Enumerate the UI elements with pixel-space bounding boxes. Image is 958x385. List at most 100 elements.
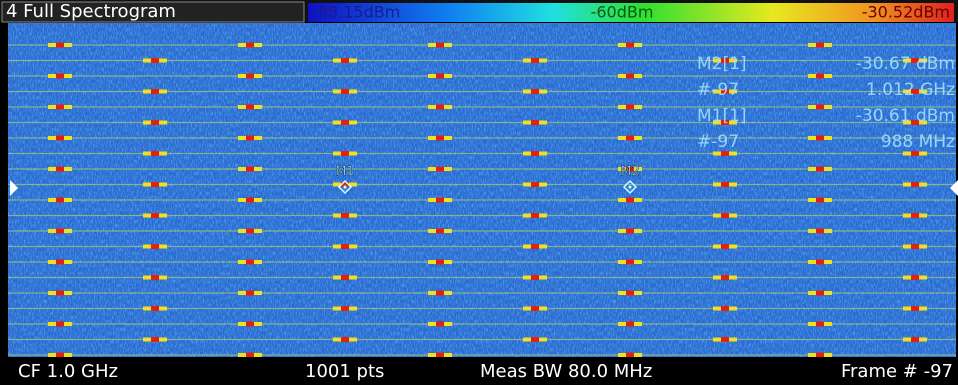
- trace-peak: [56, 73, 64, 79]
- marker-table-value: 988 MHz: [881, 132, 955, 152]
- trace-peak: [246, 73, 254, 79]
- trace-peak: [56, 42, 64, 48]
- marker-table: M2[1] -30.67 dBm #-97 1.012 GHz M1[1] -30.61 …: [697, 54, 955, 152]
- trace-peak: [56, 228, 64, 234]
- trace-peak: [151, 213, 159, 218]
- trace-peak: [151, 151, 159, 156]
- trace-peak: [56, 197, 64, 203]
- trace-peak: [721, 337, 729, 342]
- marker-center: [343, 185, 347, 189]
- trace-peak: [721, 182, 729, 187]
- trace-peak: [246, 290, 254, 296]
- trace-peak: [911, 244, 919, 249]
- trace-peak: [341, 337, 349, 342]
- trace-peak: [56, 104, 64, 110]
- trace-peak: [151, 58, 159, 63]
- marker-diamond: [337, 179, 353, 195]
- marker-table-value: -30.67 dBm: [856, 54, 955, 74]
- trace-peak: [816, 259, 824, 265]
- trace-peak: [721, 58, 729, 63]
- marker-diamond: [622, 179, 638, 195]
- trace-peak: [911, 306, 919, 311]
- marker-center: [628, 185, 632, 189]
- trace-peak: [341, 213, 349, 218]
- trace-peak: [436, 197, 444, 203]
- trace-peak: [246, 135, 254, 141]
- trace-peak: [721, 89, 729, 94]
- trace-peak: [911, 151, 919, 156]
- trace-peak: [436, 321, 444, 327]
- trace-peak: [816, 352, 824, 358]
- trace-peak: [56, 166, 64, 172]
- trace-peak: [341, 244, 349, 249]
- trace-peak: [246, 321, 254, 327]
- trace-group: [8, 42, 956, 358]
- trace-peak: [56, 259, 64, 265]
- colorbar-mid: -60dBm: [591, 3, 654, 22]
- trace-peak: [816, 321, 824, 327]
- trace-peak: [531, 244, 539, 249]
- trace-peak: [911, 89, 919, 94]
- trace-peak: [436, 352, 444, 358]
- marker-table-label: #-97: [697, 80, 739, 100]
- trace-peak: [816, 197, 824, 203]
- trace-peak: [911, 337, 919, 342]
- colorbar-max: -30.52dBm: [862, 3, 950, 22]
- trace-peak: [531, 337, 539, 342]
- trace-peak: [531, 151, 539, 156]
- trace-peak: [151, 182, 159, 187]
- marker-label: M2: [620, 165, 640, 180]
- trace-peak: [436, 259, 444, 265]
- trace-peak: [341, 275, 349, 280]
- trace-peak: [816, 104, 824, 110]
- trace-peak: [911, 213, 919, 218]
- points: 1001 pts: [305, 361, 384, 382]
- trace-peak: [721, 120, 729, 125]
- trace-peak: [56, 352, 64, 358]
- trace-peak: [436, 42, 444, 48]
- trace-peak: [56, 135, 64, 141]
- trace-peak: [341, 151, 349, 156]
- trace-peak: [151, 120, 159, 125]
- bandwidth: Meas BW 80.0 MHz: [480, 361, 652, 382]
- trace-peak: [151, 337, 159, 342]
- trace-peak: [246, 104, 254, 110]
- trace-peak: [816, 73, 824, 79]
- markers: M1 M2: [335, 164, 640, 195]
- trace-peak: [531, 182, 539, 187]
- trace-peak: [436, 166, 444, 172]
- trace-peak: [531, 89, 539, 94]
- frame-number: Frame # -97: [841, 361, 953, 382]
- marker-table-label: #-97: [697, 132, 739, 152]
- trace-peak: [151, 275, 159, 280]
- trace-peak: [436, 104, 444, 110]
- trace-peak: [911, 58, 919, 63]
- trace-peak: [436, 290, 444, 296]
- marker-table-label: M2[1]: [697, 54, 747, 74]
- trace-peak: [531, 120, 539, 125]
- trace-peak: [626, 352, 634, 358]
- frame-indicator-right: [950, 180, 958, 196]
- footer-bar: [0, 357, 958, 385]
- trace-peak: [626, 197, 634, 203]
- title-box: [1, 1, 305, 23]
- colorbar-min: -88.15dBm: [312, 3, 400, 22]
- trace-peak: [531, 275, 539, 280]
- trace-peak: [436, 135, 444, 141]
- trace-peak: [151, 244, 159, 249]
- trace-peak: [151, 306, 159, 311]
- marker-table-label: M1[1]: [697, 106, 747, 126]
- trace-peak: [626, 73, 634, 79]
- trace-peak: [816, 135, 824, 141]
- trace-peak: [246, 197, 254, 203]
- trace-peak: [721, 151, 729, 156]
- trace-peak: [531, 306, 539, 311]
- trace-peak: [626, 135, 634, 141]
- trace-peak: [151, 89, 159, 94]
- trace-peak: [626, 321, 634, 327]
- frame-indicator-left: [10, 180, 18, 196]
- trace-peak: [721, 213, 729, 218]
- trace-peak: [436, 228, 444, 234]
